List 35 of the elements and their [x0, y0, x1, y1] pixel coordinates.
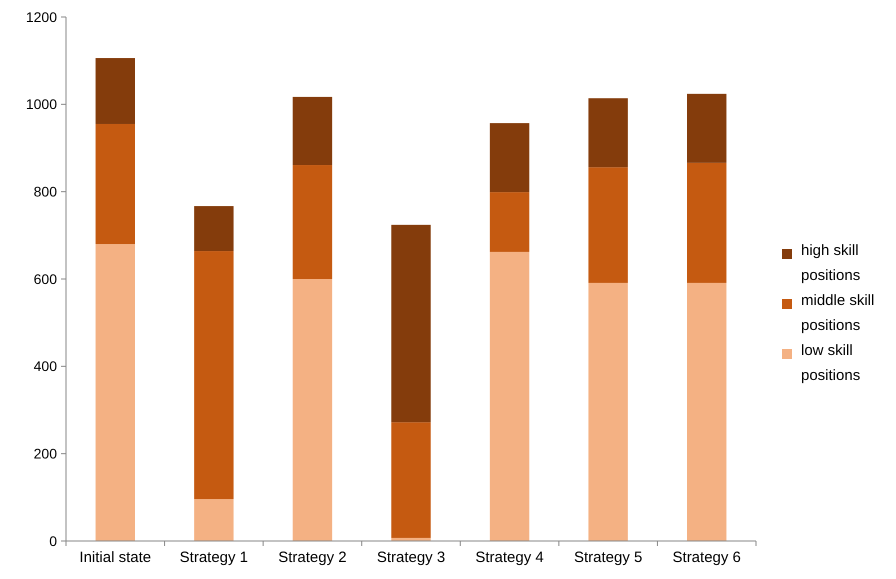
bar	[96, 58, 135, 124]
x-tick-label: Strategy 6	[672, 549, 741, 566]
bar	[292, 96, 332, 166]
x-tick-label: Strategy 5	[574, 549, 642, 566]
y-tick-label: 1000	[26, 96, 58, 112]
bar	[490, 192, 530, 252]
bar	[194, 206, 234, 252]
y-tick-label: 400	[34, 358, 58, 374]
y-tick-label: 1200	[26, 8, 58, 25]
bar	[391, 224, 431, 422]
y-tick-label: 800	[34, 184, 58, 200]
bar	[194, 251, 234, 500]
bar	[490, 123, 530, 192]
x-tick-label: Initial state	[79, 549, 152, 566]
bar	[687, 162, 726, 283]
y-tick-label: 200	[34, 446, 58, 462]
y-tick-label: 0	[49, 532, 58, 549]
bar	[194, 499, 234, 541]
bar	[588, 98, 628, 168]
x-tick-label: Strategy 1	[180, 549, 248, 566]
bar	[391, 422, 431, 538]
legend-label: low skill positions	[801, 342, 860, 384]
x-tick-label: Strategy 4	[475, 549, 544, 566]
bar	[292, 279, 332, 541]
bar	[588, 282, 628, 541]
bar	[96, 124, 135, 244]
bar	[96, 244, 135, 541]
x-tick-label: Strategy 3	[376, 549, 446, 566]
x-tick-label: Strategy 2	[278, 549, 347, 566]
bar	[490, 252, 530, 541]
y-tick-label: 600	[34, 270, 58, 287]
bar	[292, 165, 332, 279]
bar	[588, 167, 628, 283]
bar	[687, 94, 726, 163]
bar	[687, 282, 726, 541]
